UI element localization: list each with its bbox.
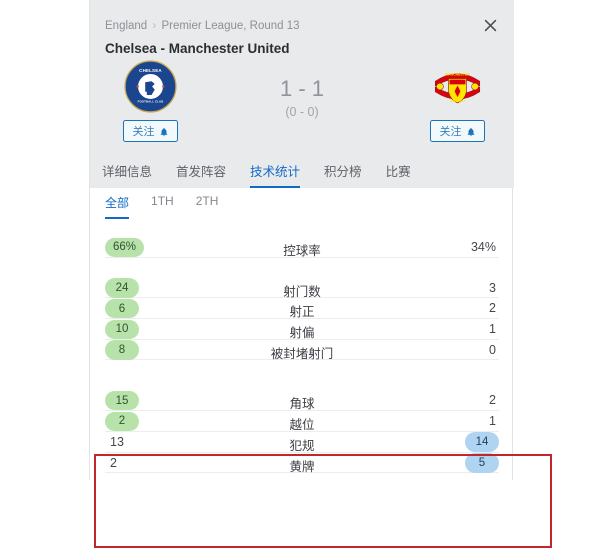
svg-text:CHELSEA: CHELSEA [139,68,162,73]
svg-text:UNITED: UNITED [450,99,465,103]
svg-text:MANCHESTER: MANCHESTER [445,72,470,76]
svg-text:FOOTBALL CLUB: FOOTBALL CLUB [138,99,164,103]
